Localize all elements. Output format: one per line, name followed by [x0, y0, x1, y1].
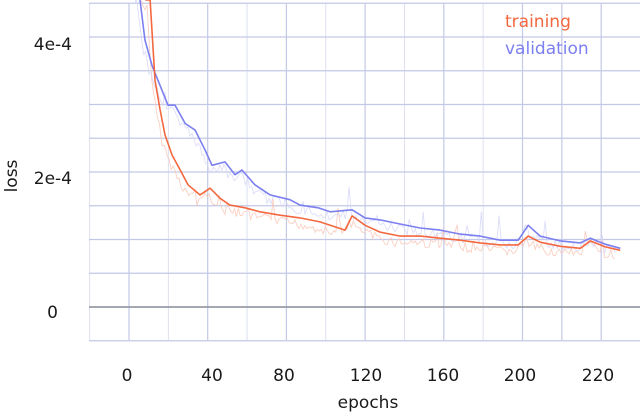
x-axis-title: epochs [338, 393, 399, 413]
x-tick-80: 80 [273, 366, 295, 386]
legend-training: training [505, 12, 571, 32]
x-tick-160: 160 [427, 366, 459, 386]
x-tick-0: 0 [122, 366, 133, 386]
x-tick-220: 220 [582, 366, 614, 386]
y-axis-title: loss [2, 159, 22, 192]
training-line [145, 0, 621, 252]
validation-line [139, 0, 621, 250]
grid-lines [89, 2, 640, 342]
smoothed-series [139, 0, 621, 252]
y-tick-2e-4: 2e-4 [34, 169, 72, 189]
x-tick-200: 200 [504, 366, 536, 386]
x-tick-120: 120 [350, 366, 382, 386]
training-raw-line [140, 0, 616, 259]
y-tick-0: 0 [47, 303, 58, 323]
x-tick-40: 40 [201, 366, 223, 386]
raw-noisy-series [134, 0, 616, 259]
legend-validation: validation [505, 39, 589, 59]
y-tick-4e-4: 4e-4 [34, 35, 72, 55]
validation-raw-line [134, 0, 616, 254]
